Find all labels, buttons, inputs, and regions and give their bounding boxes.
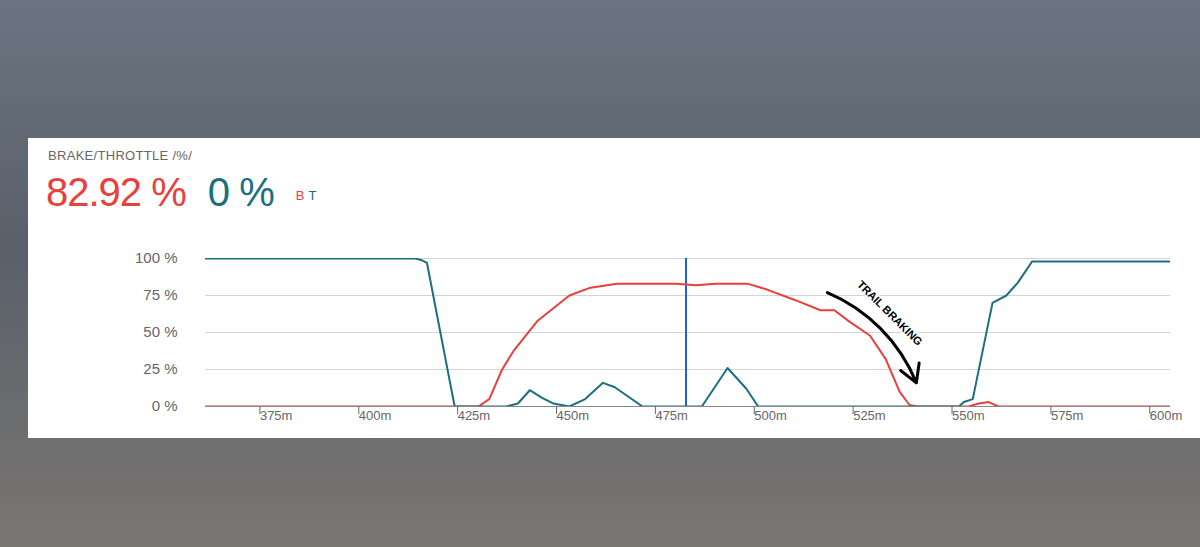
svg-text:500m: 500m — [754, 408, 787, 423]
svg-text:550m: 550m — [952, 408, 985, 423]
svg-text:25 %: 25 % — [143, 360, 177, 377]
svg-text:400m: 400m — [359, 408, 392, 423]
html-text:B T: B T — [295, 188, 317, 203]
svg-text:425m: 425m — [458, 408, 491, 423]
svg-text:600m: 600m — [1150, 408, 1183, 423]
svg-text:450m: 450m — [557, 408, 590, 423]
svg-text:525m: 525m — [853, 408, 886, 423]
html-text:BRAKE/THROTTLE /%/: BRAKE/THROTTLE /%/ — [48, 148, 193, 163]
svg-text:100 %: 100 % — [135, 249, 178, 266]
svg-text:75 %: 75 % — [143, 286, 177, 303]
svg-text:0 %: 0 % — [152, 397, 178, 414]
svg-text:50 %: 50 % — [143, 323, 177, 340]
html-text:0 %: 0 % — [207, 170, 274, 214]
svg-text:575m: 575m — [1051, 408, 1084, 423]
svg-text:375m: 375m — [260, 408, 293, 423]
html-text:82.92 %: 82.92 % — [46, 170, 186, 214]
svg-text:475m: 475m — [655, 408, 688, 423]
svg-text:TRAIL BRAKING: TRAIL BRAKING — [855, 278, 925, 348]
